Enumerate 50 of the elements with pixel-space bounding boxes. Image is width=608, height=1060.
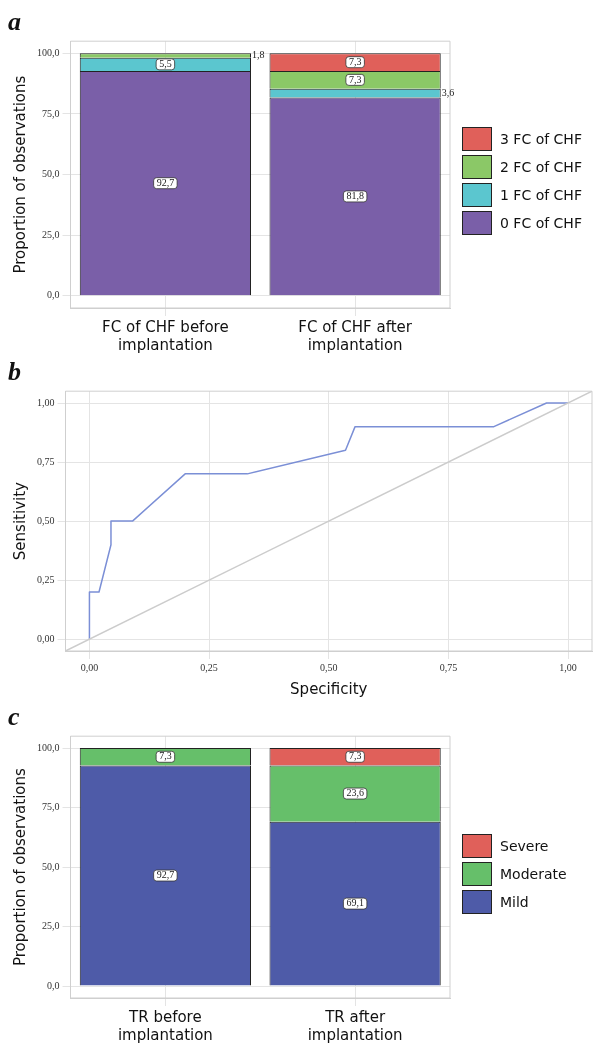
y-tick-label: 1,00 (37, 396, 55, 408)
y-tick-label: 25,0 (42, 228, 60, 240)
data-label: 69,1 (346, 897, 364, 909)
data-label: 1,8 (252, 49, 265, 61)
x-tick-label: TR before implantation (117, 1007, 213, 1044)
data-label: 81,8 (346, 190, 364, 202)
y-tick-label: 50,0 (42, 168, 60, 180)
y-tick-label: 0,0 (47, 979, 60, 991)
data-label: 7,3 (348, 55, 362, 67)
y-tick-label: 0,00 (37, 632, 55, 644)
y-tick-label: 0,0 (47, 289, 60, 301)
legend-label: 3 FC of CHF (500, 131, 582, 147)
y-tick-label: 25,0 (42, 920, 60, 932)
x-tick-label: FC of CHF before implantation (102, 317, 229, 354)
data-label: 92,7 (156, 869, 175, 881)
y-axis-title: Proportion of observations (10, 767, 29, 967)
chart-title: a (8, 7, 21, 37)
chart-title: b (8, 357, 21, 387)
legend-label: Severe (500, 837, 549, 854)
x-tick-label: TR after implantation (307, 1007, 403, 1044)
x-tick-label: 0,75 (439, 661, 458, 673)
y-axis-title: Sensitivity (10, 481, 29, 561)
data-label: 5,5 (159, 57, 172, 69)
data-label: 7,3 (159, 750, 172, 762)
x-tick-label: 1,00 (559, 661, 577, 673)
legend-label: 2 FC of CHF (500, 159, 582, 175)
y-tick-label: 50,0 (42, 860, 60, 872)
x-tick-label: 0,25 (200, 661, 218, 673)
legend-label: Moderate (500, 865, 567, 882)
x-tick-label: 0,50 (320, 661, 338, 673)
x-axis-title: Specificity (290, 679, 368, 698)
data-label: 23,6 (346, 787, 364, 799)
y-tick-label: 75,0 (42, 107, 60, 119)
data-label: 92,7 (156, 176, 175, 188)
data-label: 3,6 (441, 86, 455, 98)
y-tick-label: 0,25 (37, 573, 55, 585)
y-tick-label: 0,75 (37, 455, 55, 467)
legend-label: 1 FC of CHF (500, 187, 582, 203)
data-label: 7,3 (348, 73, 362, 85)
text: Mild (500, 893, 529, 910)
y-tick-label: 100,0 (37, 46, 60, 58)
y-axis-title: Proportion of observations (10, 75, 29, 274)
y-tick-label: 75,0 (42, 801, 60, 813)
text: 0 FC of CHF (500, 215, 582, 231)
y-tick-label: 0,50 (37, 514, 55, 526)
x-tick-label: 0,00 (80, 661, 99, 673)
chart-title: c (8, 702, 20, 732)
x-tick-label: FC of CHF after implantation (298, 317, 413, 354)
data-label: 7,3 (348, 750, 362, 762)
y-tick-label: 100,0 (37, 741, 60, 753)
